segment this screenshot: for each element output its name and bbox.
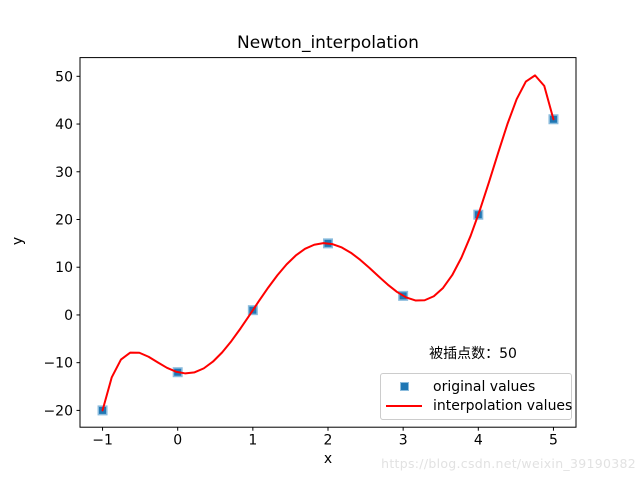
legend-handle [386, 382, 422, 392]
legend-entry-interpolation-values: interpolation values [381, 397, 573, 417]
x-tick-label: 4 [474, 433, 483, 449]
interpolation-curve [101, 74, 555, 412]
chart-title: Newton_interpolation [237, 33, 419, 53]
legend-label-interpolation-values: interpolation values [433, 398, 573, 415]
x-tick-label: 5 [549, 433, 558, 449]
x-tick-label: −1 [92, 433, 113, 449]
x-tick-label: 1 [248, 433, 257, 449]
x-tick-label: 2 [324, 433, 333, 449]
x-tick-label: 3 [399, 433, 408, 449]
y-tick-label: 20 [55, 212, 73, 228]
point-count-annotation: 被插点数：50 [429, 346, 517, 362]
y-tick-label: −10 [43, 356, 73, 372]
legend: original values interpolation values [380, 373, 572, 420]
y-tick-label: 30 [55, 165, 73, 181]
y-tick-label: 10 [55, 260, 73, 276]
y-tick-label: 0 [64, 308, 73, 324]
line-swatch-icon [386, 405, 422, 408]
x-axis-label: x [323, 451, 333, 467]
square-marker-icon [399, 382, 409, 392]
y-tick-label: 50 [55, 69, 73, 85]
y-tick-label: −20 [43, 403, 73, 419]
legend-entry-original-values: original values [381, 377, 571, 397]
legend-label-original-values: original values [433, 378, 536, 395]
y-tick-label: 40 [55, 117, 73, 133]
x-tick-label: 0 [173, 433, 182, 449]
watermark-url: https://blog.csdn.net/weixin_39190382 [381, 456, 636, 471]
legend-handle [386, 405, 422, 408]
y-axis-label: y [10, 236, 27, 246]
